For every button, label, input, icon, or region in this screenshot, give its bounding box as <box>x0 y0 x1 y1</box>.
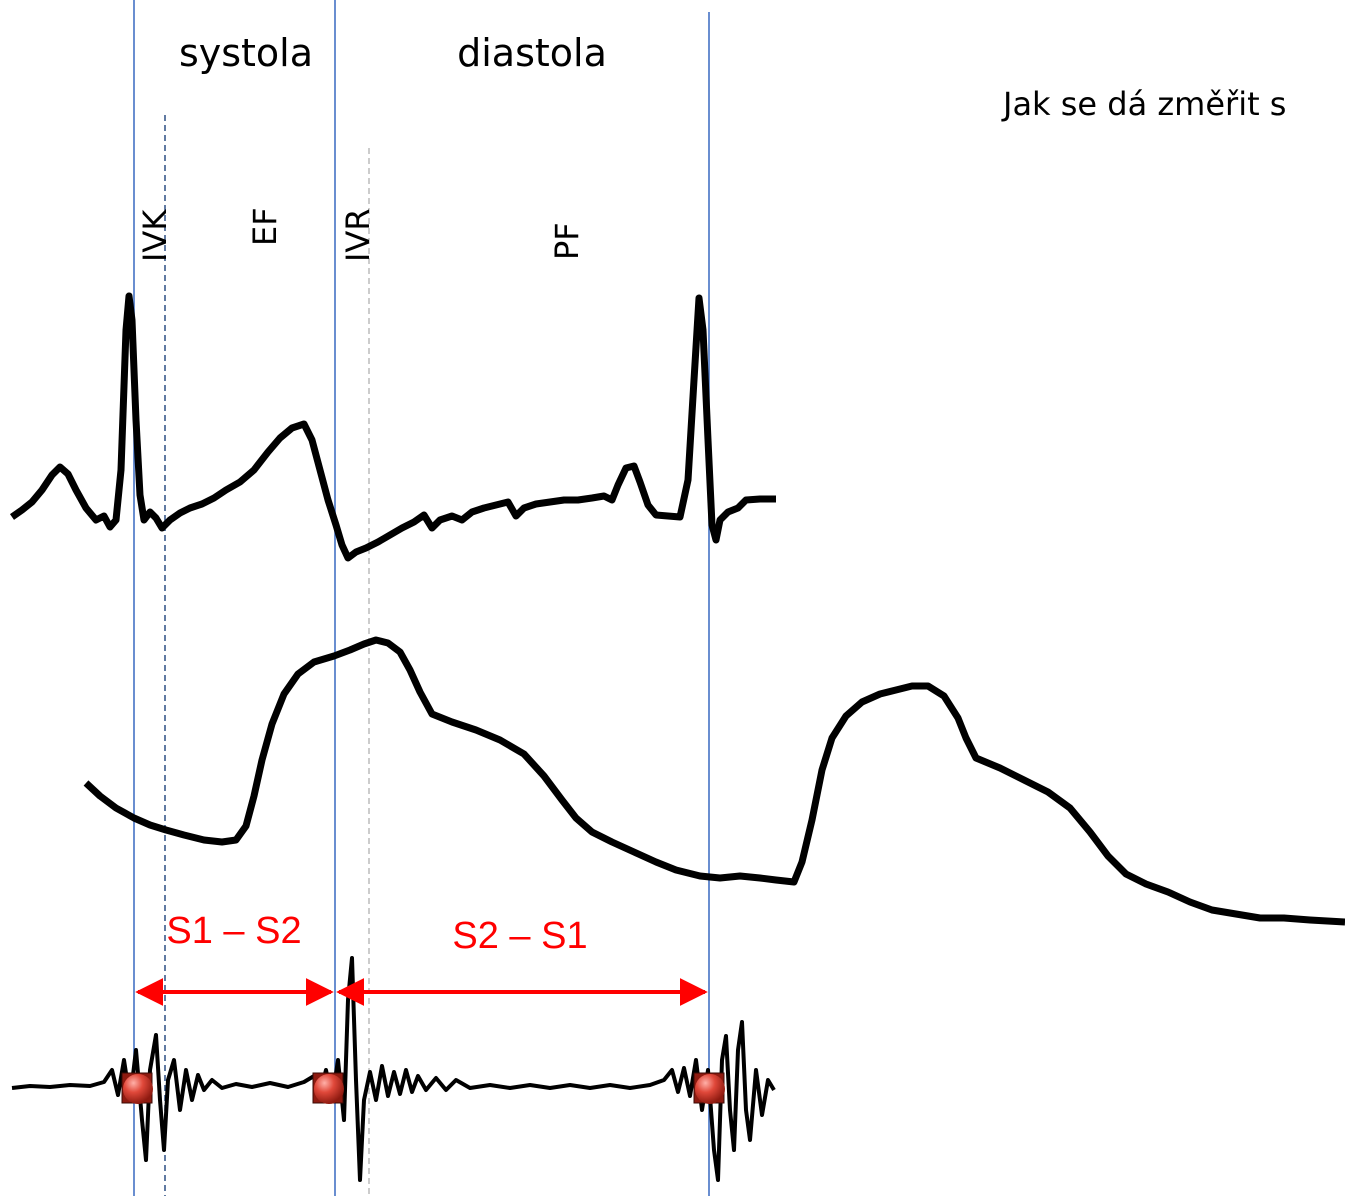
next-s1-marker <box>693 1072 725 1104</box>
s1-marker <box>121 1072 153 1104</box>
ivk-label: IVK <box>136 209 174 262</box>
s1-s2-label: S1 – S2 <box>166 910 301 952</box>
systole-label: systola <box>179 31 313 75</box>
pf-label: PF <box>548 222 586 260</box>
question-text: Jak se dá změřit s <box>1001 85 1286 123</box>
s2-marker <box>312 1072 344 1104</box>
pressure-trace <box>83 636 1345 926</box>
diastole-label: diastola <box>457 31 607 75</box>
ecg-trace <box>9 292 776 562</box>
ef-label: EF <box>246 207 284 246</box>
ivr-label: IVR <box>339 208 377 262</box>
s2-s1-label: S2 – S1 <box>452 915 587 957</box>
